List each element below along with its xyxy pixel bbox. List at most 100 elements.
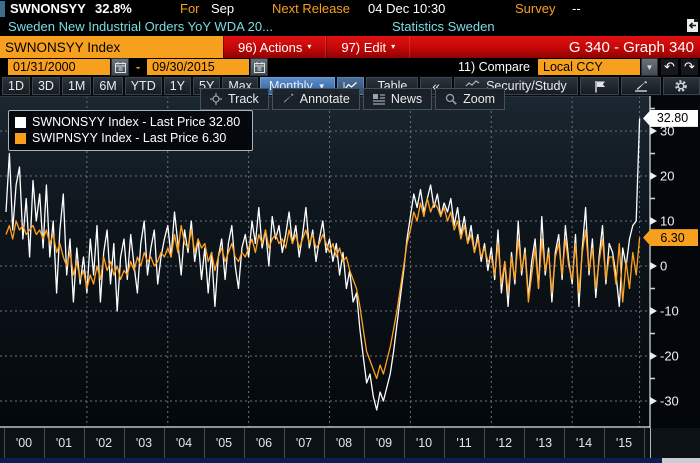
- plot-background: [0, 96, 650, 428]
- chart-area[interactable]: 30 20 10 0 -10 -20 -30 SWNONSYY Index - Last P…: [0, 96, 700, 428]
- x-axis-year-label: '15: [604, 428, 645, 458]
- gear-icon: [675, 80, 688, 92]
- start-date-input[interactable]: 01/31/2000: [8, 59, 110, 75]
- signature-icon: [635, 80, 648, 92]
- horizontal-scrollbar[interactable]: [0, 458, 700, 463]
- y-axis-label: 0: [660, 259, 667, 274]
- news-icon: [372, 93, 385, 105]
- track-icon: [210, 93, 222, 105]
- annotate-button[interactable]: Annotate: [271, 88, 360, 110]
- last-price-badge-orange: 6.30: [643, 229, 698, 247]
- legend-item: SWNONSYY Index - Last Price 32.80: [15, 115, 240, 129]
- y-tick-arrow: [650, 127, 657, 135]
- x-axis-year-label: '02: [84, 428, 125, 458]
- undo-icon: ↶: [664, 59, 675, 75]
- calendar-icon[interactable]: [250, 58, 269, 76]
- x-axis-year-label: '10: [404, 428, 445, 458]
- subtitle-bar: Sweden New Industrial Orders YoY WDA 20.…: [0, 18, 700, 36]
- zoom-button[interactable]: Zoom: [435, 88, 506, 110]
- security-description: Sweden New Industrial Orders YoY WDA 20.…: [8, 19, 273, 34]
- y-tick-arrow: [650, 217, 657, 225]
- flag-icon: [594, 80, 605, 92]
- news-button[interactable]: News: [362, 88, 433, 110]
- command-bar: SWNONSYY Index 96) Actions ▾ 97) Edit ▾ …: [0, 36, 700, 58]
- title-bar: SWNONSYY 32.8% For Sep Next Release 04 D…: [0, 0, 700, 18]
- y-axis-label: 10: [660, 214, 674, 229]
- redo-button[interactable]: ↷: [681, 59, 698, 75]
- x-axis-year-label: '11: [444, 428, 485, 458]
- caret-down-icon: ▼: [317, 81, 326, 91]
- graph-number-label: G 340 - Graph 340: [568, 38, 694, 56]
- y-axis-label: 20: [660, 169, 674, 184]
- annotate-chart-button[interactable]: [621, 77, 661, 95]
- currency-select[interactable]: Local CCY: [538, 59, 640, 75]
- y-tick-arrow: [650, 172, 657, 180]
- for-label: For: [180, 1, 200, 16]
- axis-divider: [650, 428, 651, 458]
- period-button-1y[interactable]: 1Y: [163, 77, 192, 95]
- y-tick-arrow: [650, 397, 657, 405]
- y-minor-tick: [650, 377, 655, 380]
- y-axis-label: -30: [660, 394, 679, 409]
- legend-label: SWIPNSYY Index - Last Price 6.30: [32, 131, 227, 145]
- series-line-swnonsyy: [5, 118, 641, 411]
- y-minor-tick: [650, 107, 655, 110]
- date-separator: -: [136, 60, 141, 74]
- track-label: Track: [228, 92, 259, 106]
- undo-button[interactable]: ↶: [661, 59, 678, 75]
- export-page-icon[interactable]: [686, 19, 699, 32]
- zoom-label: Zoom: [463, 92, 496, 106]
- price-chart[interactable]: 30 20 10 0 -10 -20 -30: [0, 96, 700, 428]
- calendar-icon[interactable]: [111, 58, 129, 76]
- series-swatch: [15, 132, 26, 144]
- x-axis-year-label: '07: [284, 428, 325, 458]
- flag-button[interactable]: [579, 77, 620, 95]
- edit-menu-button[interactable]: 97) Edit ▾: [326, 36, 411, 58]
- scrollbar-thumb[interactable]: [662, 458, 700, 463]
- x-axis-year-label: '05: [204, 428, 245, 458]
- period-button-1d[interactable]: 1D: [2, 77, 30, 95]
- x-axis-year-label: '03: [124, 428, 165, 458]
- compare-button[interactable]: 11) Compare: [457, 60, 530, 74]
- annotate-pencil-icon: [283, 93, 294, 103]
- period-button-ytd[interactable]: YTD: [124, 77, 162, 95]
- actions-menu-button[interactable]: 96) Actions ▾: [223, 36, 327, 58]
- security-study-label: Security/Study: [486, 79, 567, 93]
- y-minor-tick: [650, 197, 655, 200]
- x-axis-year-label: '13: [524, 428, 565, 458]
- y-tick-arrow: [650, 352, 657, 360]
- track-button[interactable]: Track: [200, 88, 269, 110]
- y-axis-label: -20: [660, 349, 679, 364]
- for-value: Sep: [211, 1, 235, 16]
- ticker-symbol: SWNONSYY: [10, 1, 86, 16]
- currency-dropdown-arrow-icon[interactable]: ▼: [641, 58, 658, 76]
- caret-down-icon: ▾: [307, 42, 312, 51]
- x-axis-year-label: '04: [164, 428, 205, 458]
- y-tick-arrow: [650, 262, 657, 270]
- axis-divider: [4, 428, 5, 458]
- settings-button[interactable]: [662, 77, 700, 95]
- actions-label: 96) Actions: [238, 39, 303, 55]
- next-release-label: Next Release: [272, 1, 351, 16]
- caret-down-icon: ▾: [391, 42, 396, 51]
- period-button-3d[interactable]: 3D: [31, 77, 60, 95]
- security-input[interactable]: SWNONSYY Index: [0, 36, 223, 58]
- series-line-swipnsyy: [5, 197, 641, 380]
- period-button-6m[interactable]: 6M: [93, 77, 123, 95]
- edit-label: 97) Edit: [341, 39, 387, 55]
- x-axis-year-label: '14: [564, 428, 605, 458]
- y-minor-tick: [650, 287, 655, 290]
- news-label: News: [390, 92, 423, 106]
- data-source: Statistics Sweden: [392, 19, 495, 34]
- period-button-1m[interactable]: 1M: [61, 77, 92, 95]
- chart-tools-toolbar: Track Annotate News Zoom: [200, 88, 506, 110]
- last-price-badge-white: 32.80: [643, 109, 698, 127]
- end-date-input[interactable]: 09/30/2015: [147, 59, 250, 75]
- survey-value: --: [572, 1, 581, 16]
- next-release-value: 04 Dec 10:30: [368, 1, 446, 16]
- ticker-last-value: 32.8%: [95, 1, 132, 16]
- y-minor-tick: [650, 152, 655, 155]
- zoom-magnifier-icon: [445, 93, 457, 105]
- y-axis-label: 30: [660, 124, 674, 139]
